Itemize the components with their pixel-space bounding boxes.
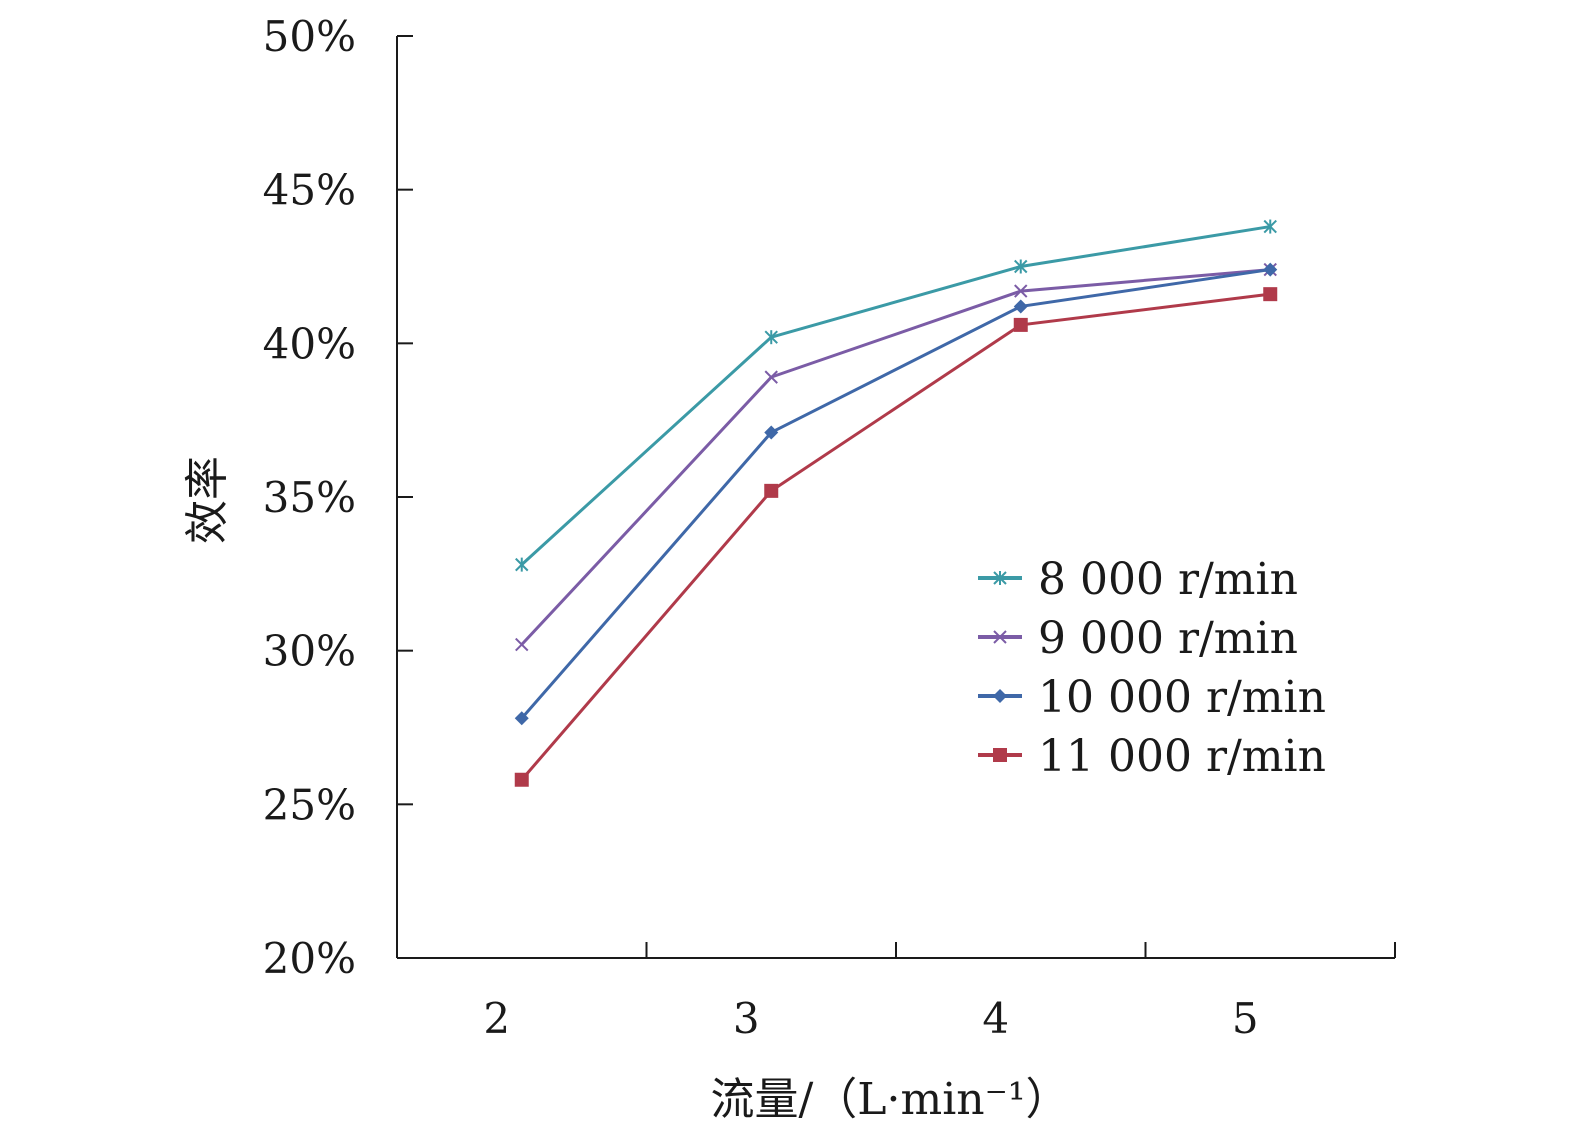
data-point-marker bbox=[764, 370, 778, 384]
diamond-marker bbox=[1263, 262, 1278, 277]
data-point-marker bbox=[1013, 299, 1028, 314]
diamond-marker bbox=[764, 425, 779, 440]
x-marker-stroke bbox=[1014, 284, 1028, 298]
x-marker-stroke bbox=[993, 630, 1007, 644]
data-point-marker bbox=[1263, 287, 1278, 302]
series-line bbox=[520, 268, 1271, 720]
square-marker bbox=[764, 483, 779, 498]
legend-item: 9 000 r/min bbox=[978, 613, 1298, 664]
legend-label: 10 000 r/min bbox=[1038, 672, 1326, 723]
square-marker bbox=[1013, 317, 1028, 332]
data-point-marker bbox=[514, 711, 529, 726]
y-tick-label: 35% bbox=[263, 473, 356, 522]
series-1 bbox=[515, 219, 1277, 572]
legend-label: 11 000 r/min bbox=[1038, 731, 1326, 782]
series-2 bbox=[515, 262, 1277, 652]
square-marker bbox=[1263, 287, 1278, 302]
x-tick-label: 2 bbox=[483, 994, 510, 1043]
series-layer bbox=[514, 219, 1278, 787]
data-point-marker bbox=[764, 425, 779, 440]
legend-item: 11 000 r/min bbox=[978, 731, 1326, 782]
x-marker-stroke bbox=[764, 370, 778, 384]
diamond-marker bbox=[514, 711, 529, 726]
y-axis-title: 效率 bbox=[182, 456, 233, 544]
y-tick-label: 50% bbox=[263, 12, 356, 61]
data-point-marker bbox=[1263, 262, 1278, 277]
x-axis-title: 流量/（L·min⁻¹） bbox=[710, 1074, 1069, 1125]
data-point-marker bbox=[764, 483, 779, 498]
data-point-marker bbox=[993, 571, 1007, 585]
legend-label: 9 000 r/min bbox=[1038, 613, 1298, 664]
y-tick-label: 20% bbox=[263, 934, 356, 983]
y-tick-label: 40% bbox=[263, 319, 356, 368]
data-point-marker bbox=[1263, 219, 1277, 234]
series-line bbox=[520, 292, 1271, 781]
series-line bbox=[520, 268, 1271, 646]
x-axis-ticks: 2 3 4 5 bbox=[483, 942, 1396, 1043]
data-point-marker bbox=[993, 630, 1007, 644]
x-tick-label: 4 bbox=[982, 994, 1009, 1043]
data-point-marker bbox=[993, 689, 1007, 703]
data-point-marker bbox=[514, 772, 529, 787]
series-4 bbox=[514, 287, 1278, 787]
data-point-marker bbox=[515, 637, 529, 652]
y-tick-label: 25% bbox=[263, 780, 356, 829]
x-tick-label: 5 bbox=[1232, 994, 1259, 1043]
legend-item: 8 000 r/min bbox=[978, 554, 1298, 605]
data-point-marker bbox=[1013, 317, 1028, 332]
axes bbox=[396, 36, 1395, 959]
square-marker bbox=[993, 748, 1007, 762]
data-point-marker bbox=[1014, 284, 1028, 298]
legend-item: 10 000 r/min bbox=[978, 672, 1326, 723]
data-point-marker bbox=[993, 748, 1007, 762]
legend: 8 000 r/min 9 000 r/min 10 000 r/min 11 000… bbox=[978, 554, 1326, 782]
data-point-marker bbox=[515, 557, 529, 572]
legend-label: 8 000 r/min bbox=[1038, 554, 1298, 605]
data-point-marker bbox=[1014, 259, 1028, 274]
data-point-marker bbox=[764, 330, 778, 345]
series-3 bbox=[514, 262, 1278, 726]
x-tick-label: 3 bbox=[733, 994, 760, 1043]
y-tick-label: 45% bbox=[263, 166, 356, 215]
x-marker-stroke bbox=[515, 637, 529, 652]
diamond-marker bbox=[1013, 299, 1028, 314]
y-axis-ticks: 20% 25% 30% 35% 40% 45% 50% bbox=[263, 12, 413, 983]
square-marker bbox=[514, 772, 529, 787]
y-tick-label: 30% bbox=[263, 627, 356, 676]
diamond-marker bbox=[993, 689, 1007, 703]
series-line bbox=[520, 225, 1271, 566]
